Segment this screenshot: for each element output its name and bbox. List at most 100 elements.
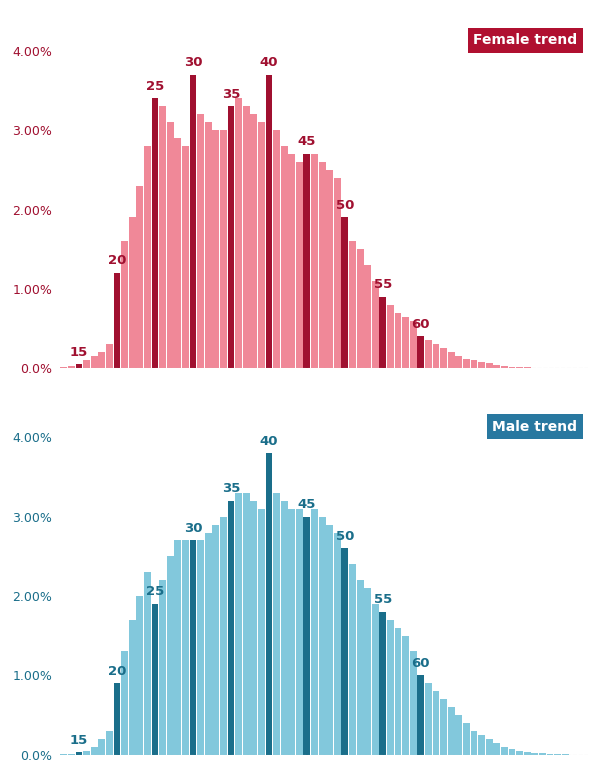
Bar	[516, 751, 523, 755]
Bar	[212, 524, 219, 755]
Bar	[379, 612, 386, 755]
Bar	[281, 146, 287, 368]
Bar	[159, 106, 166, 368]
Bar	[175, 541, 181, 755]
Text: 45: 45	[298, 498, 316, 511]
Text: 25: 25	[146, 80, 164, 93]
Bar	[152, 604, 158, 755]
Bar	[509, 367, 515, 368]
Bar	[433, 691, 439, 755]
Bar	[182, 541, 189, 755]
Text: 40: 40	[260, 56, 278, 69]
Bar	[410, 651, 416, 755]
Bar	[440, 348, 447, 368]
Bar	[410, 320, 416, 368]
Text: 25: 25	[146, 585, 164, 598]
Bar	[486, 363, 493, 368]
Bar	[266, 75, 272, 368]
Bar	[68, 754, 75, 755]
Bar	[319, 162, 326, 368]
Bar	[501, 366, 508, 368]
Text: 35: 35	[222, 88, 240, 101]
Bar	[493, 365, 500, 368]
Bar	[197, 114, 204, 368]
Bar	[470, 360, 478, 368]
Bar	[478, 735, 485, 755]
Text: 35: 35	[222, 482, 240, 495]
Bar	[402, 316, 409, 368]
Bar	[220, 130, 227, 368]
Bar	[304, 517, 310, 755]
Bar	[175, 138, 181, 368]
Bar	[235, 99, 242, 368]
Bar	[129, 217, 136, 368]
Bar	[227, 500, 235, 755]
Bar	[227, 106, 235, 368]
Bar	[129, 620, 136, 755]
Bar	[440, 699, 447, 755]
Bar	[448, 707, 455, 755]
Text: 60: 60	[412, 657, 430, 670]
Bar	[159, 580, 166, 755]
Bar	[190, 75, 196, 368]
Bar	[197, 541, 204, 755]
Bar	[402, 635, 409, 755]
Bar	[524, 367, 530, 368]
Bar	[167, 556, 173, 755]
Bar	[356, 249, 364, 368]
Bar	[182, 146, 189, 368]
Bar	[311, 154, 318, 368]
Bar	[296, 162, 303, 368]
Text: 55: 55	[374, 278, 392, 291]
Bar	[448, 353, 455, 368]
Bar	[258, 509, 265, 755]
Bar	[319, 517, 326, 755]
Bar	[220, 517, 227, 755]
Text: 50: 50	[336, 199, 354, 212]
Bar	[205, 122, 212, 368]
Bar	[516, 367, 523, 368]
Text: 30: 30	[184, 522, 202, 535]
Text: Male trend: Male trend	[493, 420, 577, 434]
Bar	[258, 122, 265, 368]
Bar	[113, 683, 121, 755]
Bar	[395, 313, 401, 368]
Bar	[470, 731, 478, 755]
Bar	[212, 130, 219, 368]
Bar	[98, 353, 105, 368]
Bar	[106, 344, 113, 368]
Bar	[144, 146, 151, 368]
Bar	[372, 604, 379, 755]
Bar	[547, 754, 553, 755]
Bar	[205, 533, 212, 755]
Bar	[68, 366, 75, 368]
Bar	[136, 186, 143, 368]
Bar	[455, 357, 462, 368]
Bar	[76, 364, 82, 368]
Bar	[243, 493, 250, 755]
Bar	[334, 178, 341, 368]
Text: 20: 20	[108, 254, 126, 267]
Bar	[379, 296, 386, 368]
Bar	[501, 747, 508, 755]
Bar	[144, 572, 151, 755]
Bar	[281, 500, 287, 755]
Bar	[167, 122, 173, 368]
Bar	[478, 362, 485, 368]
Bar	[463, 723, 470, 755]
Text: 15: 15	[70, 734, 88, 747]
Bar	[509, 749, 515, 755]
Bar	[463, 359, 470, 368]
Bar	[243, 106, 250, 368]
Bar	[326, 524, 333, 755]
Bar	[395, 628, 401, 755]
Bar	[190, 541, 196, 755]
Bar	[121, 241, 128, 368]
Bar	[235, 493, 242, 755]
Bar	[418, 336, 424, 368]
Bar	[250, 114, 257, 368]
Bar	[273, 493, 280, 755]
Bar	[91, 357, 98, 368]
Bar	[418, 675, 424, 755]
Bar	[486, 738, 493, 755]
